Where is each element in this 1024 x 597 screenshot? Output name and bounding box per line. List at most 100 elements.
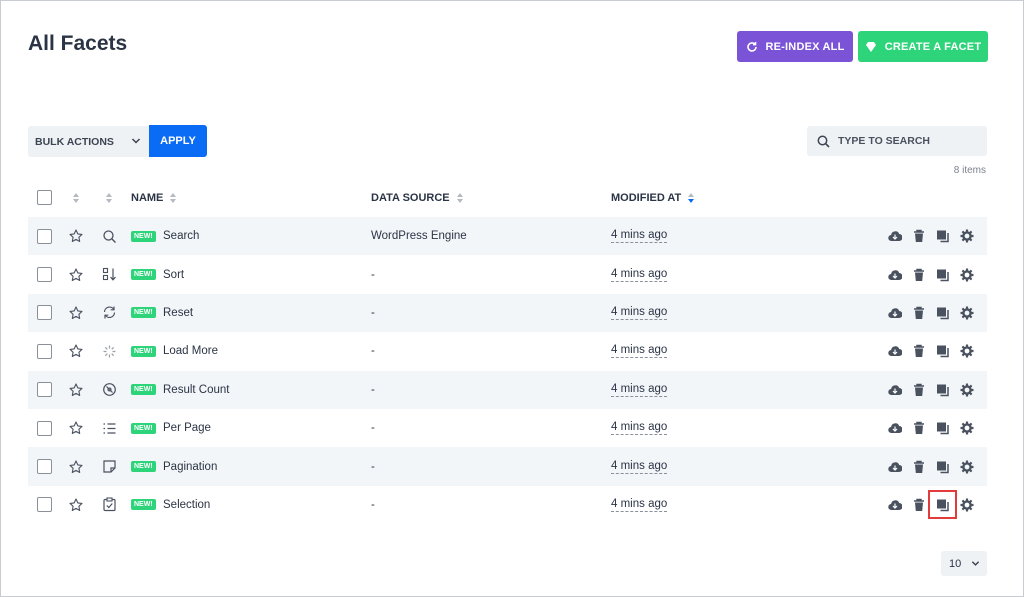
row-checkbox[interactable] bbox=[37, 343, 52, 359]
trash-button[interactable] bbox=[911, 229, 926, 244]
export-button[interactable] bbox=[887, 344, 902, 359]
trash-icon bbox=[913, 383, 924, 396]
trash-icon bbox=[913, 498, 924, 511]
apply-button[interactable]: APPLY bbox=[149, 125, 207, 157]
star-icon[interactable] bbox=[69, 459, 83, 474]
sort-arrows-icon bbox=[456, 192, 463, 203]
facet-name[interactable]: Selection bbox=[163, 498, 211, 511]
gear-button[interactable] bbox=[959, 421, 974, 436]
create-facet-button[interactable]: CREATE A FACET bbox=[858, 31, 988, 62]
row-actions bbox=[887, 490, 974, 520]
search-icon bbox=[817, 135, 830, 148]
sort-desc-icon bbox=[688, 192, 695, 203]
duplicate-button[interactable] bbox=[935, 305, 950, 320]
sort-arrows-icon bbox=[170, 192, 177, 203]
per-page-select[interactable]: 10 bbox=[941, 551, 987, 576]
facet-data-source: - bbox=[371, 383, 375, 396]
row-checkbox[interactable] bbox=[37, 382, 52, 398]
facet-modified-at: 4 mins ago bbox=[611, 305, 668, 320]
select-all-checkbox[interactable] bbox=[37, 190, 52, 205]
gear-button[interactable] bbox=[959, 305, 974, 320]
row-checkbox[interactable] bbox=[37, 305, 52, 321]
facet-data-source: - bbox=[371, 345, 375, 358]
trash-button[interactable] bbox=[911, 421, 926, 436]
export-button[interactable] bbox=[887, 305, 902, 320]
column-header-modified-at[interactable]: MODIFIED AT bbox=[611, 192, 695, 204]
duplicate-button[interactable] bbox=[935, 459, 950, 474]
duplicate-icon bbox=[936, 422, 949, 435]
search-icon bbox=[103, 230, 116, 243]
result-count-icon bbox=[103, 383, 116, 397]
gear-button[interactable] bbox=[959, 344, 974, 359]
facet-data-source: WordPress Engine bbox=[371, 230, 467, 243]
gear-button[interactable] bbox=[959, 459, 974, 474]
facet-name[interactable]: Search bbox=[163, 230, 200, 243]
table-row: NEW! Search WordPress Engine 4 mins ago bbox=[28, 217, 987, 256]
load-more-icon bbox=[103, 345, 116, 358]
export-icon bbox=[887, 423, 902, 434]
duplicate-button[interactable] bbox=[935, 421, 950, 436]
row-checkbox[interactable] bbox=[37, 420, 52, 436]
trash-button[interactable] bbox=[911, 382, 926, 397]
duplicate-button[interactable] bbox=[935, 229, 950, 244]
star-icon[interactable] bbox=[69, 268, 83, 282]
row-actions bbox=[887, 305, 974, 320]
star-icon[interactable] bbox=[69, 383, 83, 397]
gear-icon bbox=[960, 344, 973, 358]
sort-arrows-icon[interactable] bbox=[105, 192, 113, 204]
gear-button[interactable] bbox=[959, 267, 974, 282]
reindex-all-button[interactable]: RE-INDEX ALL bbox=[737, 31, 853, 62]
row-actions bbox=[887, 382, 974, 397]
duplicate-button[interactable] bbox=[935, 344, 950, 359]
table-row: NEW! Result Count - 4 mins ago bbox=[28, 370, 987, 409]
facet-name[interactable]: Load More bbox=[163, 345, 218, 358]
export-button[interactable] bbox=[887, 421, 902, 436]
export-button[interactable] bbox=[887, 267, 902, 282]
facets-table: NAME DATA SOURCE MODIFIED AT NEW! Search… bbox=[28, 178, 987, 524]
column-header-name[interactable]: NAME bbox=[131, 192, 177, 204]
trash-button[interactable] bbox=[911, 267, 926, 282]
facet-modified-at: 4 mins ago bbox=[611, 267, 668, 282]
trash-icon bbox=[913, 345, 924, 358]
search-box bbox=[807, 126, 987, 156]
facet-name[interactable]: Per Page bbox=[163, 422, 211, 435]
sort-arrows-icon[interactable] bbox=[72, 192, 80, 204]
row-checkbox[interactable] bbox=[37, 267, 52, 283]
bulk-actions-select[interactable]: BULK ACTIONS bbox=[28, 126, 149, 157]
export-button[interactable] bbox=[887, 459, 902, 474]
row-checkbox[interactable] bbox=[37, 497, 52, 513]
row-checkbox[interactable] bbox=[37, 459, 52, 475]
trash-button[interactable] bbox=[911, 459, 926, 474]
column-header-data-source[interactable]: DATA SOURCE bbox=[371, 192, 464, 204]
star-icon[interactable] bbox=[69, 229, 83, 243]
export-button[interactable] bbox=[887, 382, 902, 397]
star-icon[interactable] bbox=[69, 344, 83, 358]
search-input[interactable] bbox=[838, 135, 978, 147]
chevron-down-icon bbox=[131, 138, 141, 144]
duplicate-icon bbox=[936, 345, 949, 358]
gear-button[interactable] bbox=[959, 382, 974, 397]
facet-name[interactable]: Reset bbox=[163, 306, 194, 319]
facet-name[interactable]: Sort bbox=[163, 268, 185, 281]
star-icon[interactable] bbox=[69, 306, 83, 320]
trash-button[interactable] bbox=[911, 344, 926, 359]
row-checkbox[interactable] bbox=[37, 228, 52, 244]
export-button[interactable] bbox=[887, 229, 902, 244]
facet-name[interactable]: Result Count bbox=[163, 383, 230, 396]
trash-button[interactable] bbox=[911, 305, 926, 320]
export-button[interactable] bbox=[887, 497, 902, 512]
duplicate-button[interactable] bbox=[935, 382, 950, 397]
trash-icon bbox=[913, 229, 924, 243]
facet-data-source: - bbox=[371, 422, 375, 435]
star-icon[interactable] bbox=[69, 421, 83, 435]
gear-button[interactable] bbox=[959, 497, 974, 512]
trash-button[interactable] bbox=[911, 497, 926, 512]
duplicate-button[interactable] bbox=[935, 267, 950, 282]
export-icon bbox=[887, 461, 902, 472]
gear-button[interactable] bbox=[959, 229, 974, 244]
new-badge: NEW! bbox=[131, 384, 156, 396]
duplicate-button[interactable] bbox=[928, 490, 957, 520]
star-icon[interactable] bbox=[69, 498, 83, 512]
facet-name[interactable]: Pagination bbox=[163, 460, 218, 473]
